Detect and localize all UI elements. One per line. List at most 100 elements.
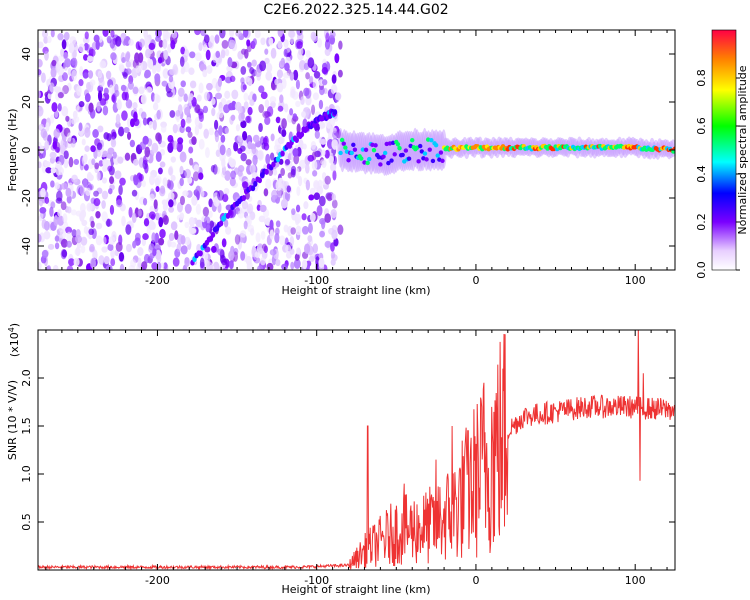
heat-noise [284,62,290,72]
heat-noise [161,199,168,206]
heat-noise [202,206,210,217]
heat-noise [296,247,301,255]
heat-noise [257,265,264,270]
heat-noise [83,225,88,234]
heat-noise [194,124,200,136]
heat-noise [149,193,155,201]
heat-noise [230,170,236,180]
heat-noise [257,149,264,161]
snr-xtick-label: -100 [304,574,329,587]
heat-noise [50,67,57,78]
heat-noise [55,164,61,176]
figure-title: C2E6.2022.325.14.44.G02 [263,2,448,18]
heat-noise [270,133,275,142]
heat-noise [189,227,197,235]
heat-noise [109,204,115,215]
heat-noise [156,109,161,120]
heat-noise [273,168,278,176]
heat-noise [47,243,55,250]
heat-noise [309,251,316,262]
heat-noise [198,42,203,52]
heat-carrier [418,143,423,149]
heat-noise [334,53,340,64]
heat-noise [247,106,253,116]
heat-noise [266,62,273,73]
heat-noise [115,241,123,252]
heat-noise [170,241,177,248]
heat-noise [228,157,234,166]
heat-noise [313,70,321,79]
heat-noise [75,229,81,238]
heat-noise [268,37,274,46]
heat-noise [118,252,125,262]
heat-noise [296,186,301,197]
heat-noise [107,165,113,172]
heat-noise [283,39,289,48]
colorbar-tick-label: 0.6 [695,117,708,135]
heat-noise [121,56,127,64]
heat-noise [57,33,64,41]
heat-noise [294,213,302,224]
heat-noise [252,38,257,46]
heat-noise [157,167,163,175]
heat-noise [66,231,72,242]
heat-noise [89,243,95,252]
heat-noise [264,57,270,65]
heat-noise [184,203,192,214]
heat-noise [49,82,55,93]
heat-noise [155,212,160,221]
heat-noise [237,210,245,219]
heat-noise [61,249,68,258]
heat-noise [224,170,231,181]
heat-noise [277,105,284,112]
colorbar-gradient [711,29,737,271]
heat-noise [305,87,312,99]
heat-noise [38,198,44,207]
heat-noise [274,138,282,148]
heat-carrier [338,150,343,156]
heat-noise [75,234,82,244]
heat-noise [119,177,126,186]
heat-noise [137,257,142,268]
heat-noise [129,139,136,148]
snr-series-line [38,330,675,570]
heat-noise [133,175,139,186]
heat-noise [215,149,221,157]
snr-ylabel: SNR (10 * V/V) [6,380,19,460]
heat-noise [57,215,65,226]
heat-noise [66,195,72,204]
heat-noise [303,62,310,71]
heat-noise [211,107,216,117]
heat-noise [289,71,295,81]
heat-carrier [392,152,397,157]
snr-panel: -200 -100 0 100 0.5 1.0 1.5 2.0 Height of strai… [6,323,676,596]
heat-noise [101,211,108,223]
heat-carrier [427,147,432,152]
heat-noise [182,61,190,73]
heat-noise [283,103,289,113]
heat-noise [187,131,193,139]
heat-noise [221,238,227,248]
heat-noise [150,221,156,230]
heat-noise [208,127,214,136]
heat-noise [219,30,226,39]
heat-noise [307,154,315,162]
heat-noise [276,69,284,79]
heat-noise [197,108,204,116]
spectrogram-ytick-label: -40 [20,237,33,255]
heat-noise [331,74,337,84]
heat-noise [326,122,332,129]
heat-noise [290,227,296,235]
heat-noise [168,232,175,242]
heat-noise [175,109,181,117]
heat-noise [84,31,89,40]
heat-noise [185,117,192,124]
heat-noise [329,36,335,45]
heat-noise [119,263,125,270]
heat-noise [132,240,137,249]
heat-noise [281,263,289,270]
heat-noise [203,128,209,139]
heat-noise [49,206,54,217]
heat-noise [277,40,283,49]
heat-noise [95,39,100,51]
